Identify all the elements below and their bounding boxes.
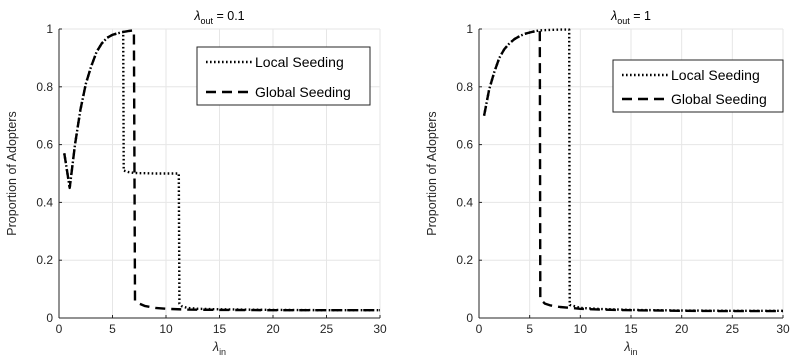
x-tick-label: 0 <box>476 322 483 336</box>
y-axis-label: Proportion of Adopters <box>425 111 439 235</box>
x-tick-label: 20 <box>675 322 689 336</box>
legend-label-local-seeding: Local Seeding <box>671 67 760 83</box>
y-tick-label: 0.2 <box>36 253 53 267</box>
y-tick-label: 1 <box>466 22 473 36</box>
x-tick-label: 10 <box>574 322 588 336</box>
y-tick-label: 0 <box>46 311 53 325</box>
chart-title: λout = 0.1 <box>193 9 244 26</box>
x-tick-label: 5 <box>526 322 533 336</box>
x-axis-label: λin <box>212 340 226 357</box>
y-axis-label: Proportion of Adopters <box>5 111 19 235</box>
legend: Local Seeding Global Seeding <box>612 59 784 113</box>
x-tick-label: 30 <box>776 322 790 336</box>
x-tick-label: 20 <box>266 322 280 336</box>
y-tick-label: 0.8 <box>36 80 53 94</box>
y-tick-label: 0.4 <box>456 195 473 209</box>
y-tick-label: 1 <box>46 22 53 36</box>
y-tick-label: 0 <box>466 311 473 325</box>
legend-box <box>612 59 784 113</box>
chart-panel-2: 0 5 10 15 20 25 30 0 0.2 0.4 0.6 0.8 1 λout = 1 λin Pro… <box>425 9 790 357</box>
legend-label-global-seeding: Global Seeding <box>255 84 351 100</box>
x-tick-label: 0 <box>56 322 63 336</box>
y-tick-label: 0.2 <box>456 253 473 267</box>
series-line-global-seeding <box>63 29 380 312</box>
series-line-global-seeding <box>482 29 783 313</box>
y-tick-label: 0.8 <box>456 80 473 94</box>
x-tick-label: 15 <box>624 322 638 336</box>
x-tick-label: 25 <box>320 322 334 336</box>
legend-label-global-seeding: Global Seeding <box>671 91 767 107</box>
chart-panel-1: 0 5 10 15 20 25 30 0 0.2 0.4 0.6 0.8 1 λout = 0.1 λin P… <box>5 9 387 357</box>
y-tick-label: 0.6 <box>456 138 473 152</box>
x-axis-label: λin <box>623 340 637 357</box>
x-tick-label: 10 <box>159 322 173 336</box>
x-tick-label: 15 <box>213 322 227 336</box>
y-tick-label: 0.6 <box>36 138 53 152</box>
y-tick-label: 0.4 <box>36 195 53 209</box>
legend-label-local-seeding: Local Seeding <box>255 54 344 70</box>
x-tick-label: 30 <box>373 322 387 336</box>
legend: Local Seeding Global Seeding <box>196 46 371 106</box>
legend-box <box>196 46 371 106</box>
chart-title: λout = 1 <box>610 9 651 26</box>
x-tick-label: 5 <box>109 322 116 336</box>
x-tick-label: 25 <box>726 322 740 336</box>
